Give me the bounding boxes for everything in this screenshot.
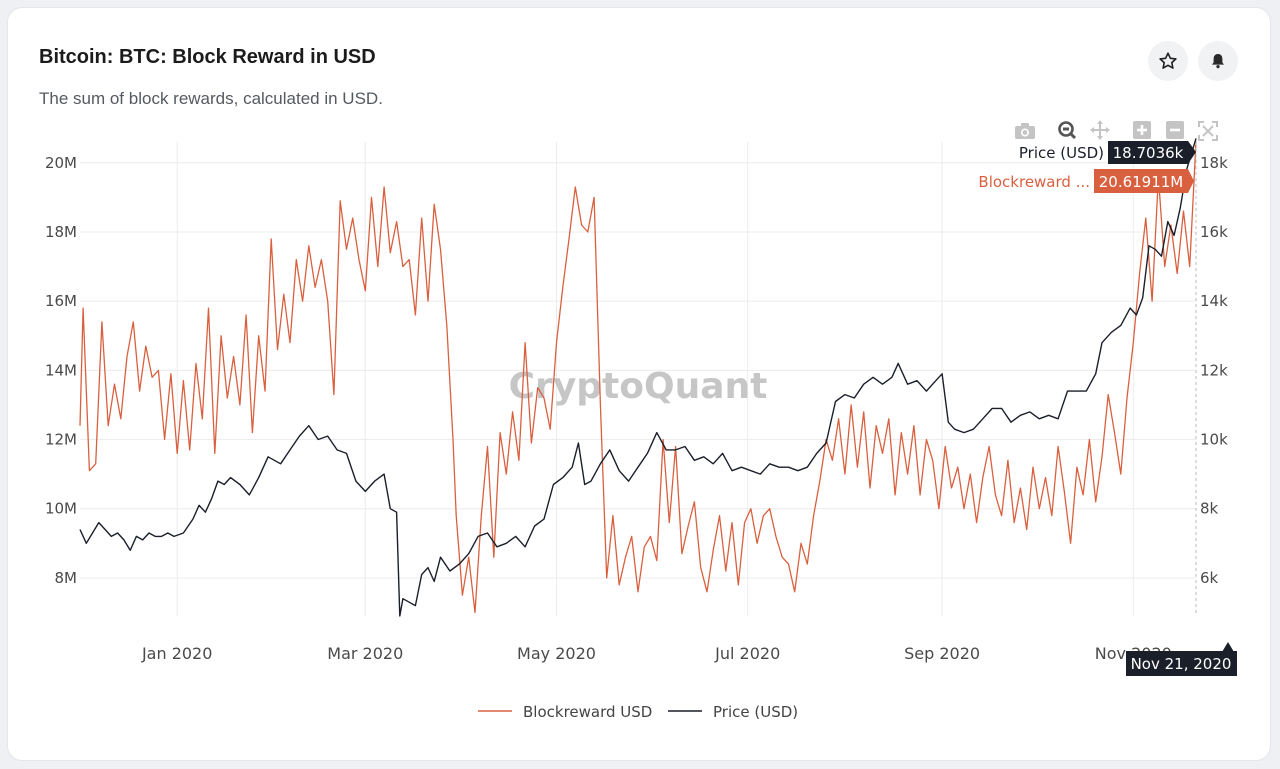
hover-reward-value: 20.61911M [1099, 173, 1184, 191]
y-right-tick-label: 16k [1200, 223, 1228, 241]
y-right-tick-label: 10k [1200, 431, 1228, 449]
x-tick-label: Jan 2020 [141, 644, 212, 663]
zoom-icon[interactable] [1058, 121, 1077, 140]
hover-price-label: Price (USD) [1019, 144, 1104, 162]
y-right-tick-label: 6k [1200, 569, 1219, 587]
legend-item-price[interactable]: Price (USD) [668, 703, 798, 721]
zoom-in-icon[interactable] [1133, 121, 1151, 139]
y-left-tick-label: 8M [55, 569, 78, 587]
hover-tooltip-price: Price (USD) 18.7036k [1019, 141, 1196, 164]
pan-icon[interactable] [1090, 120, 1110, 140]
y-left-tick-label: 12M [45, 431, 77, 449]
x-tick-label: Mar 2020 [327, 644, 403, 663]
y-left-tick-label: 14M [45, 361, 77, 379]
chart-subtitle: The sum of block rewards, calculated in … [39, 89, 383, 108]
legend-label-reward: Blockreward USD [523, 703, 652, 721]
y-right-tick-label: 12k [1200, 361, 1228, 379]
grid [80, 142, 1196, 616]
autoscale-icon[interactable] [1198, 121, 1218, 141]
y-right-tick-label: 8k [1200, 500, 1219, 518]
legend-label-price: Price (USD) [713, 703, 798, 721]
watermark: CryptoQuant [509, 366, 768, 407]
x-tick-label: Jul 2020 [714, 644, 780, 663]
x-tick-label: Sep 2020 [904, 644, 980, 663]
series-group [79, 138, 1197, 617]
favorite-button[interactable] [1148, 41, 1188, 81]
bell-icon [1212, 54, 1224, 69]
y-left-tick-label: 18M [45, 223, 77, 241]
legend: Blockreward USD Price (USD) [478, 703, 798, 721]
series-line-blockreward [79, 141, 1197, 614]
zoom-out-icon[interactable] [1166, 121, 1184, 139]
modebar [1015, 120, 1218, 141]
y-left-tick-label: 16M [45, 292, 77, 310]
hover-reward-label: Blockreward ... [978, 173, 1090, 191]
hover-date-label: Nov 21, 2020 [1126, 642, 1237, 676]
hover-tooltip-reward: Blockreward ... 20.61911M [978, 169, 1194, 193]
star-icon [1159, 52, 1177, 69]
y-left-tick-label: 10M [45, 500, 77, 518]
alert-button[interactable] [1198, 41, 1238, 81]
chart-title: Bitcoin: BTC: Block Reward in USD [39, 46, 376, 68]
y-right-tick-label: 18k [1200, 154, 1228, 172]
axes: 8M 10M 12M 14M 16M 18M 20M 6k 8k 10k 12k 14k 16k 18k J… [45, 154, 1228, 663]
camera-icon[interactable] [1015, 123, 1035, 139]
y-left-tick-label: 20M [45, 154, 77, 172]
y-right-tick-label: 14k [1200, 292, 1228, 310]
legend-item-reward[interactable]: Blockreward USD [478, 703, 652, 721]
x-tick-label: May 2020 [517, 644, 596, 663]
hover-price-value: 18.7036k [1113, 144, 1184, 162]
hover-date-value: Nov 21, 2020 [1131, 655, 1232, 673]
series-line-price [79, 138, 1197, 617]
